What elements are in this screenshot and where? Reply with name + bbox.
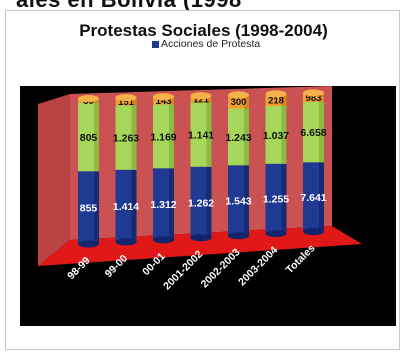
bar-cap-bottom — [115, 238, 137, 246]
bar-segment — [303, 92, 324, 102]
bar-segment-shade — [281, 105, 287, 164]
cropped-heading: ales en Bolivia (1998 — [0, 0, 405, 10]
bar-cap-top — [78, 95, 99, 103]
side-wall — [38, 94, 70, 266]
bar-segment — [228, 108, 249, 166]
bar-cap-top — [303, 89, 324, 97]
data-label: 1.263 — [113, 133, 139, 145]
bar-segment-shade — [206, 95, 212, 103]
bar-segment-shade — [169, 168, 174, 240]
data-label: 218 — [268, 95, 284, 106]
bar-cap-bottom — [153, 236, 174, 244]
data-label: 143 — [156, 96, 172, 107]
bar-segment-shade — [319, 92, 324, 102]
bar-segment — [153, 96, 174, 105]
bar-cap-bottom — [190, 234, 212, 242]
bar-segment — [78, 171, 99, 244]
bar-segment — [115, 105, 137, 170]
bar-segment — [115, 97, 137, 106]
bar-segment — [228, 94, 249, 109]
bar-segment — [190, 166, 212, 238]
bar-cap-bottom — [265, 230, 287, 238]
bar-segment — [303, 162, 324, 232]
data-label: 1.312 — [150, 199, 176, 211]
bar-segment-shade — [281, 163, 287, 234]
bar-segment-shade — [94, 102, 99, 172]
data-label: 1.169 — [150, 131, 176, 143]
data-label: 1.037 — [263, 130, 289, 142]
bar-segment — [228, 165, 249, 236]
bar-segment-shade — [131, 97, 137, 106]
chart-title: Protestas Sociales (1998-2004) — [79, 21, 328, 40]
data-label: 1.262 — [188, 197, 214, 209]
data-label: 805 — [80, 132, 98, 144]
data-label: 7.641 — [300, 192, 326, 204]
bar-segment — [303, 101, 324, 163]
bar-segment-shade — [94, 171, 99, 244]
bar-segment-shade — [244, 165, 249, 236]
bar-segment-shade — [319, 101, 324, 163]
data-label: 1.141 — [188, 130, 214, 142]
bar-segment — [265, 163, 287, 234]
bar-segment — [78, 102, 99, 172]
bar-segment-shade — [206, 166, 212, 238]
bar-segment — [153, 168, 174, 240]
bar-segment — [190, 102, 212, 167]
bar-segment-shade — [169, 104, 174, 169]
legend-label: Acciones de Protesta — [161, 38, 261, 50]
cropped-heading-text: ales en Bolivia (1998 — [16, 0, 242, 10]
bar-segment-shade — [131, 105, 137, 170]
bar-cap-bottom — [303, 228, 324, 236]
bar-segment — [265, 105, 287, 164]
legend-swatch — [152, 40, 159, 48]
bar-cap-top — [153, 93, 174, 101]
bar-segment-shade — [169, 96, 174, 105]
bar-segment-shade — [319, 162, 324, 232]
bar-cap-top — [265, 90, 287, 98]
bar-segment-shade — [244, 94, 249, 109]
bar-cap-top — [115, 94, 137, 102]
bar-segment-shade — [131, 169, 137, 242]
bar-cap-top — [228, 91, 249, 99]
data-label: 983 — [306, 93, 322, 104]
bar-segment — [153, 104, 174, 169]
data-label: 300 — [231, 97, 247, 108]
bar-segment — [265, 93, 287, 106]
data-label: 151 — [118, 97, 135, 108]
data-label: 1.414 — [113, 201, 139, 213]
legend: Acciones de Protesta — [152, 38, 260, 50]
bar-cap-bottom — [228, 232, 249, 240]
data-label: 1.255 — [263, 194, 289, 206]
bar-segment — [115, 169, 137, 242]
data-label: 1.543 — [225, 195, 251, 207]
data-label: 1.243 — [225, 132, 251, 144]
data-label: 855 — [80, 203, 98, 215]
bar-cap-bottom — [78, 240, 99, 248]
bar-segment-shade — [206, 102, 212, 167]
data-label: 6.658 — [300, 127, 326, 139]
data-label: 121 — [193, 95, 210, 106]
bar-segment-shade — [244, 108, 249, 166]
bar-segment-shade — [281, 93, 287, 106]
bar-cap-top — [190, 92, 212, 100]
